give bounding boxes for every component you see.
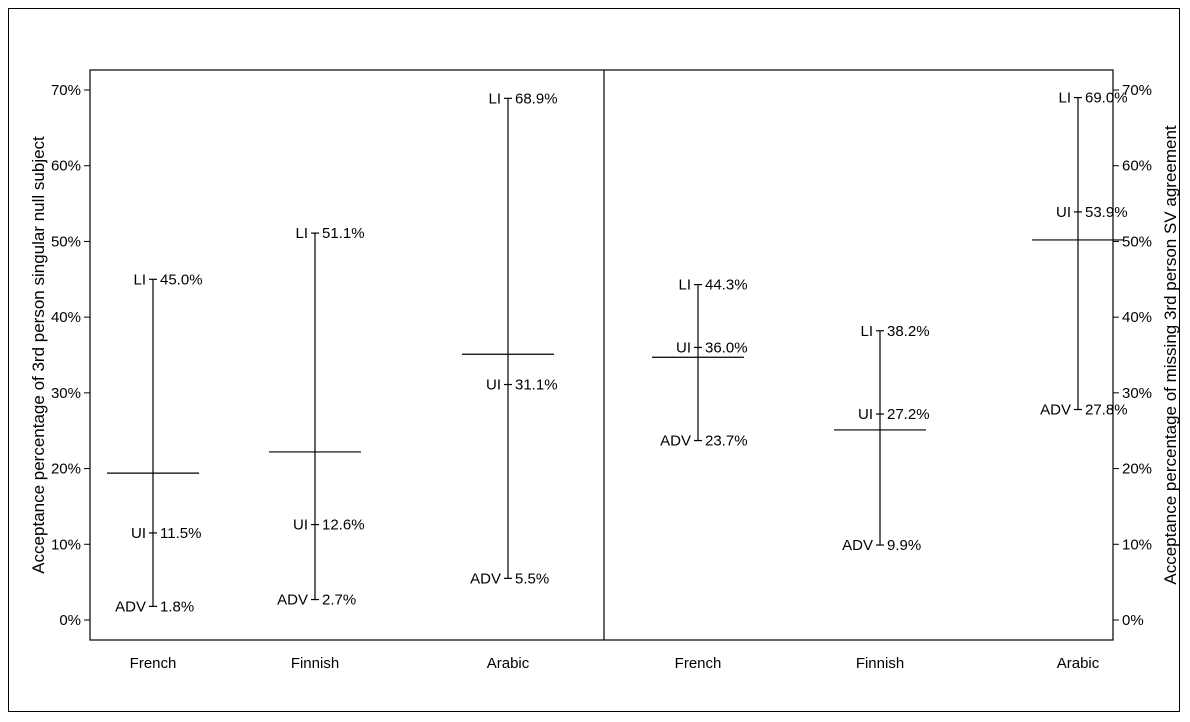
adv-label: ADV (115, 598, 146, 615)
adv-value-label: 5.5% (515, 570, 549, 587)
adv-label: ADV (470, 570, 501, 587)
x-category-label: French (675, 655, 722, 672)
y-tick-label: 30% (1122, 385, 1152, 402)
left-y-axis: 0% 10% 20% 30% 40% 50% 60% 70% (51, 82, 90, 629)
ui-label: UI (486, 377, 501, 394)
x-axis-labels: French Finnish Arabic French Finnish Arabic (130, 655, 1100, 672)
li-value-label: 69.0% (1085, 90, 1128, 107)
li-value-label: 45.0% (160, 271, 203, 288)
li-label: LI (678, 277, 691, 294)
adv-value-label: 2.7% (322, 592, 356, 609)
y-tick-label: 70% (1122, 82, 1152, 99)
ui-value-label: 12.6% (322, 517, 365, 534)
chart-marks: LI 45.0% UI 11.5% ADV 1.8% LI 51.1% UI 12.6% ADV 2.… (107, 90, 1128, 615)
li-value-label: 51.1% (322, 225, 365, 242)
y-tick-label: 0% (1122, 612, 1144, 629)
x-category-label: French (130, 655, 177, 672)
x-category-label: Arabic (487, 655, 530, 672)
y-tick-label: 50% (51, 233, 81, 250)
y-tick-label: 0% (59, 612, 81, 629)
y-tick-label: 60% (1122, 158, 1152, 175)
ui-value-label: 53.9% (1085, 204, 1128, 221)
adv-value-label: 23.7% (705, 433, 748, 450)
ui-value-label: 36.0% (705, 339, 748, 356)
ui-value-label: 11.5% (160, 525, 201, 542)
y-tick-label: 40% (51, 309, 81, 326)
li-label: LI (488, 90, 501, 107)
li-label: LI (860, 323, 873, 340)
ui-value-label: 31.1% (515, 377, 558, 394)
y-tick-label: 70% (51, 82, 81, 99)
li-value-label: 68.9% (515, 90, 558, 107)
li-value-label: 44.3% (705, 277, 748, 294)
y-tick-label: 50% (1122, 233, 1152, 250)
y-tick-label: 10% (51, 536, 81, 553)
plot-area (89, 69, 1114, 641)
ui-label: UI (858, 406, 873, 423)
adv-label: ADV (1040, 402, 1071, 419)
y-tick-label: 60% (51, 158, 81, 175)
figure-frame (8, 8, 1180, 712)
y-tick-label: 40% (1122, 309, 1152, 326)
adv-label: ADV (660, 433, 691, 450)
adv-value-label: 9.9% (887, 537, 921, 554)
li-label: LI (1058, 90, 1071, 107)
adv-value-label: 27.8% (1085, 402, 1128, 419)
ui-value-label: 27.2% (887, 406, 930, 423)
ui-label: UI (676, 339, 691, 356)
right-y-axis-title: Acceptance percentage of missing 3rd per… (1161, 125, 1180, 585)
y-tick-label: 20% (51, 461, 81, 478)
adv-label: ADV (277, 592, 308, 609)
y-tick-label: 10% (1122, 536, 1152, 553)
y-tick-label: 20% (1122, 461, 1152, 478)
ui-label: UI (1056, 204, 1071, 221)
x-category-label: Finnish (856, 655, 904, 672)
x-category-label: Arabic (1057, 655, 1100, 672)
ui-label: UI (131, 525, 146, 542)
li-label: LI (133, 271, 146, 288)
li-label: LI (295, 225, 308, 242)
adv-label: ADV (842, 537, 873, 554)
right-y-axis: 0% 10% 20% 30% 40% 50% 60% 70% (1113, 82, 1152, 629)
ui-label: UI (293, 517, 308, 534)
adv-value-label: 1.8% (160, 598, 194, 615)
li-value-label: 38.2% (887, 323, 930, 340)
x-category-label: Finnish (291, 655, 339, 672)
left-y-axis-title: Acceptance percentage of 3rd person sing… (29, 136, 48, 574)
y-tick-label: 30% (51, 385, 81, 402)
